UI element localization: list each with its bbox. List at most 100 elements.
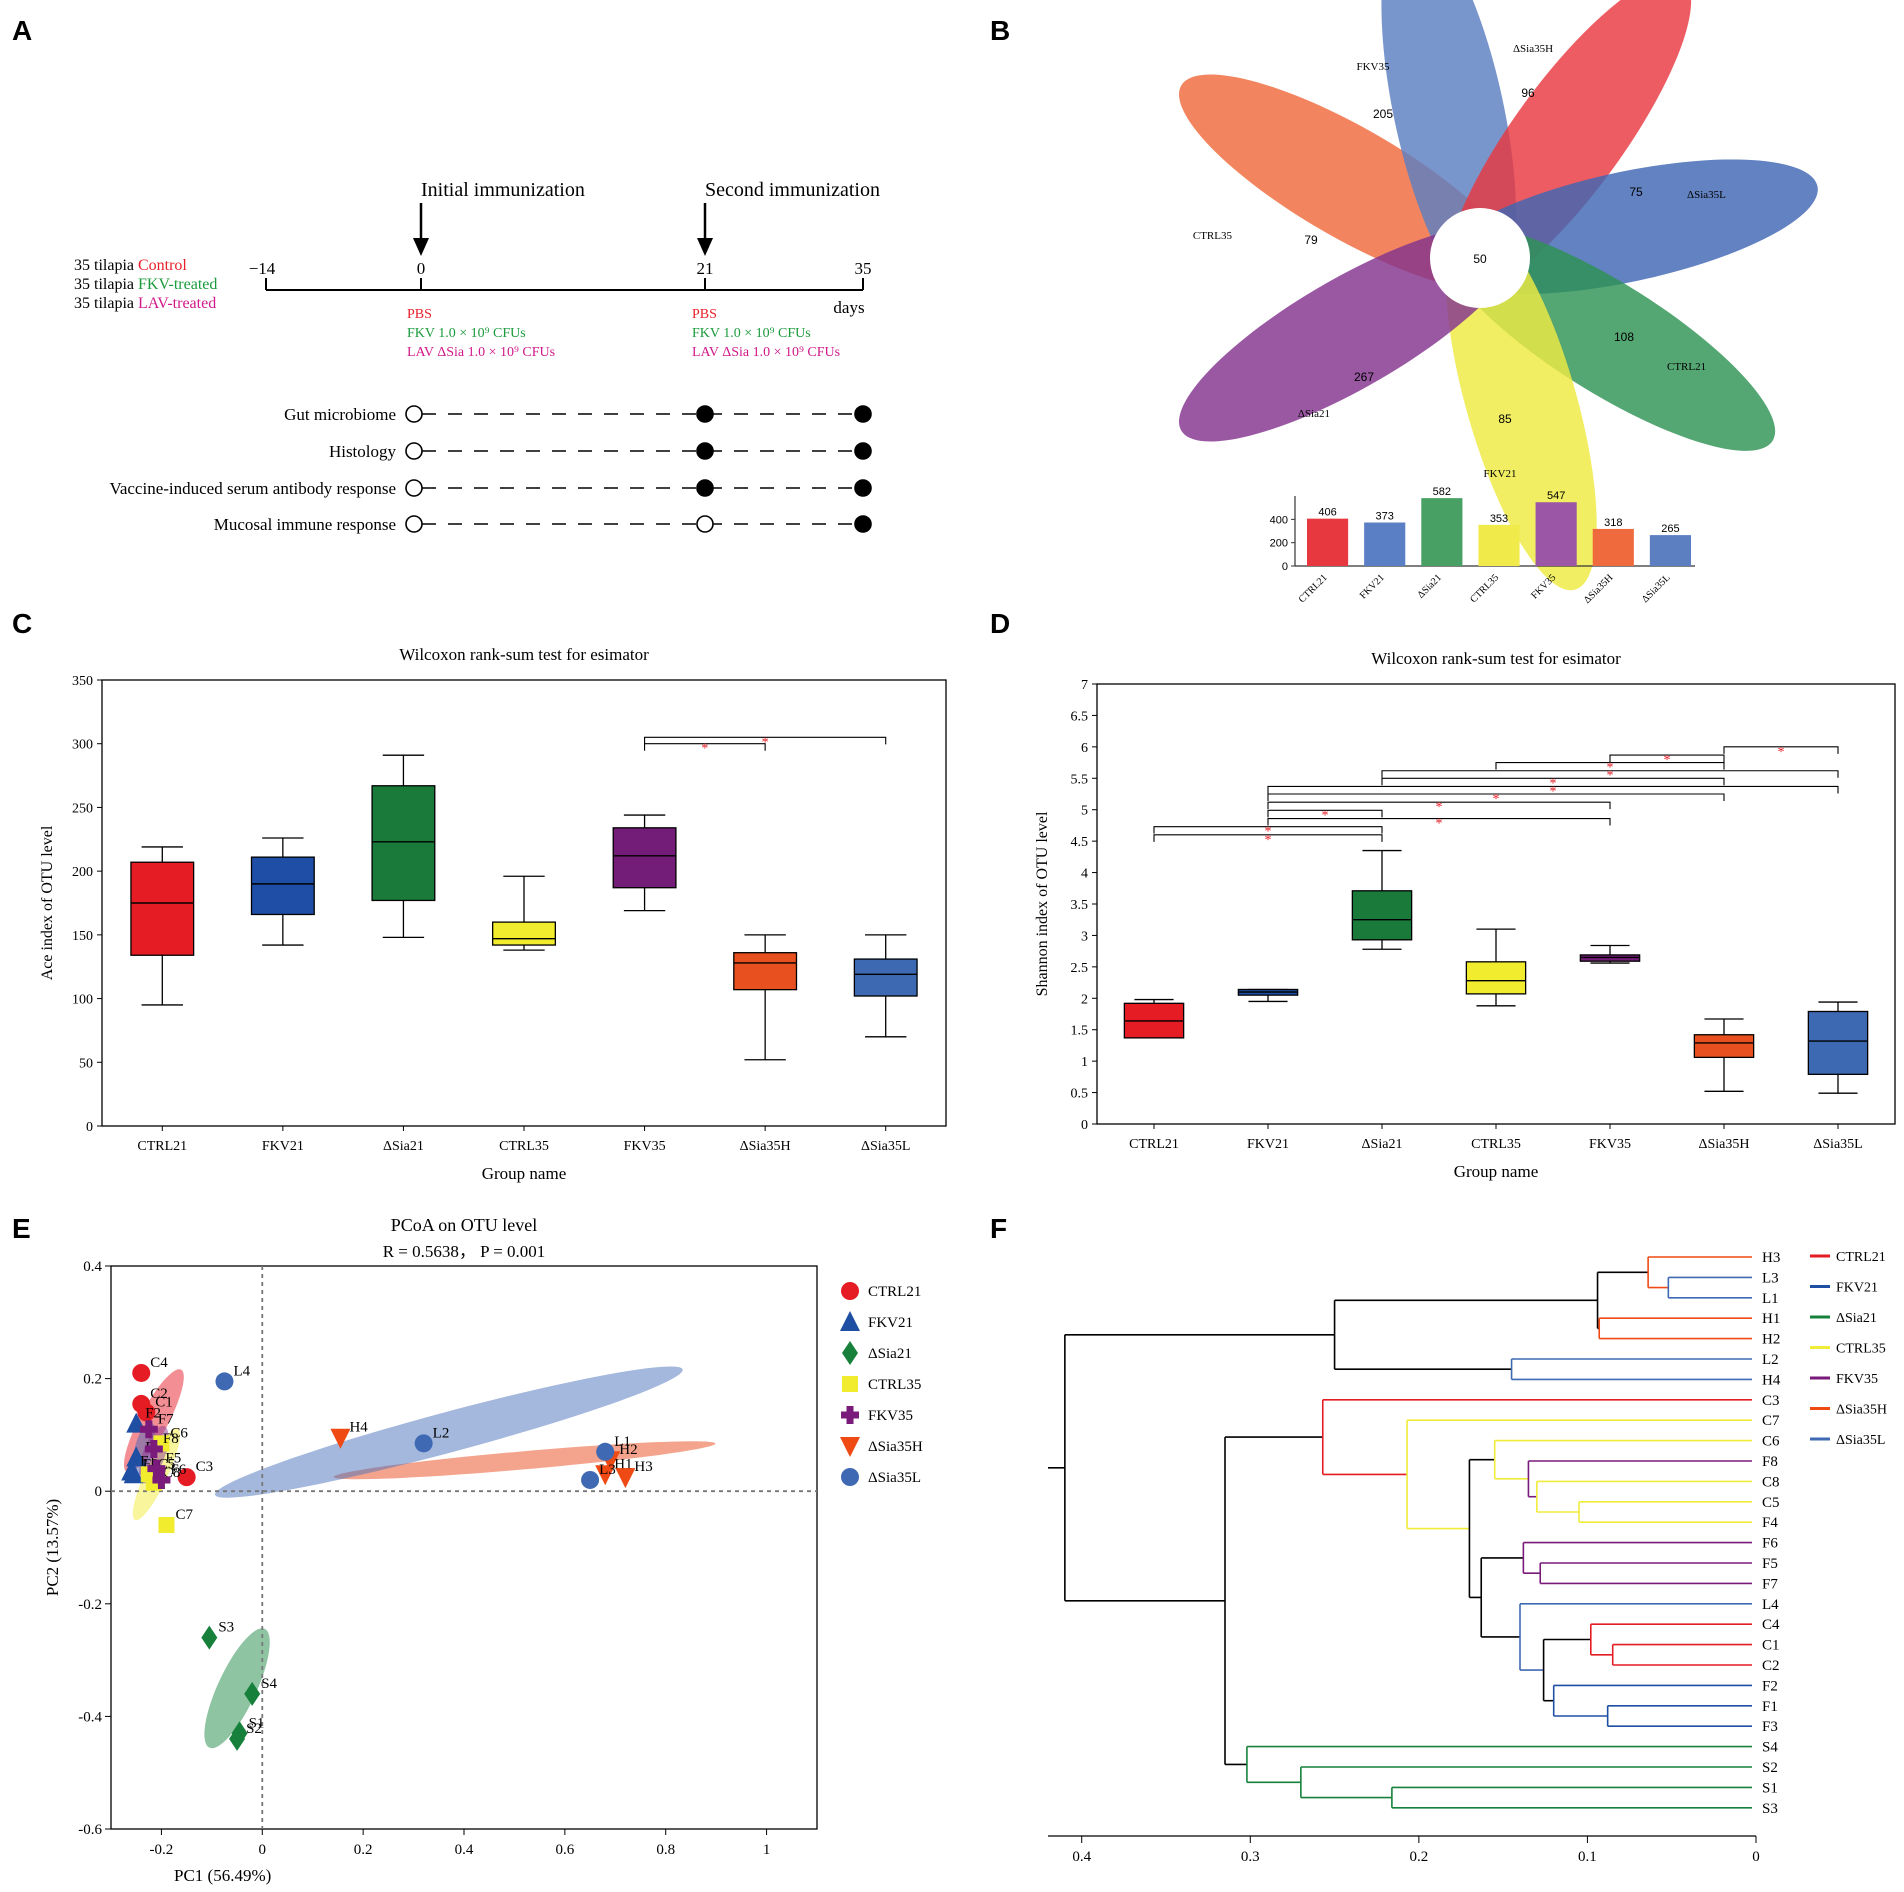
legend-marker-ctrl35	[842, 1376, 858, 1392]
sample-point-open	[405, 515, 423, 533]
bar-y-tick-label: 200	[1270, 538, 1288, 550]
point-c7	[158, 1516, 175, 1533]
bar-value-label: 547	[1547, 490, 1565, 502]
leaf-s2: S2	[1762, 1760, 1778, 1776]
significance-bracket: *	[1381, 776, 1725, 791]
petal-ctrl35	[1445, 214, 1597, 591]
point-l3	[581, 1470, 600, 1489]
point-label: C4	[150, 1355, 168, 1371]
petal-label: FKV35	[1356, 61, 1390, 73]
group-line-3: 35 tilapia LAV-treated	[74, 295, 216, 312]
box-fkv35	[612, 814, 677, 912]
legend-marker-dsia35l	[841, 1468, 859, 1486]
y-tick-label: -0.2	[78, 1597, 102, 1613]
point-label: C6	[170, 1425, 188, 1441]
y-tick-label: 0.2	[83, 1372, 102, 1388]
panel-e-pcoa-scatter: PCoA on OTU level R = 0.5638， P = 0.001 -0…	[43, 1215, 923, 1885]
x-axis-title: Group name	[482, 1164, 567, 1183]
x-tick-label: 0.2	[354, 1842, 373, 1858]
petal-label: ΔSia35L	[1687, 189, 1726, 201]
bar-dsia21	[1421, 498, 1463, 566]
petal-count: 108	[1614, 330, 1634, 344]
bracket-line	[1381, 770, 1839, 778]
significance-star: *	[1265, 825, 1272, 840]
chart-title: Wilcoxon rank-sum test for esimator	[1371, 649, 1621, 668]
y-tick-label: 200	[72, 865, 93, 880]
box-iqr	[1351, 890, 1413, 941]
y-tick-label: 1	[1081, 1055, 1088, 1070]
bracket-line	[1381, 777, 1725, 786]
leaf-l4: L4	[1762, 1597, 1779, 1613]
leaf-c5: C5	[1762, 1495, 1780, 1511]
significance-star: *	[1493, 792, 1500, 807]
petal-label: CTRL35	[1193, 230, 1233, 242]
x-tick-label: 0.1	[1578, 1849, 1597, 1865]
y-tick-label: 4.5	[1071, 835, 1089, 850]
tick-0: 0	[417, 259, 426, 278]
point-c3	[177, 1468, 196, 1487]
point-label: F8	[163, 1431, 179, 1447]
significance-star: *	[1607, 769, 1614, 784]
petal-count: 205	[1373, 107, 1393, 121]
x-tick-label: ΔSia35L	[861, 1139, 910, 1154]
y-tick-label: 2.5	[1071, 961, 1089, 976]
box-iqr	[612, 827, 677, 889]
bar-category-label: ΔSia21	[1416, 572, 1444, 600]
sample-point-filled	[854, 515, 872, 533]
legend-label: ΔSia35L	[868, 1470, 921, 1486]
leaf-h2: H2	[1762, 1332, 1780, 1348]
legend-label: CTRL21	[868, 1284, 921, 1300]
leaf-l1: L1	[1762, 1291, 1779, 1307]
point-label: H2	[619, 1442, 637, 1458]
bar-dsia35h	[1592, 528, 1634, 566]
significance-star: *	[1265, 833, 1272, 848]
y-axis-title: PC2 (13.57%)	[43, 1499, 62, 1596]
sample-point-filled	[854, 442, 872, 460]
x-tick-label: ΔSia35H	[740, 1139, 791, 1154]
bracket-line	[644, 743, 766, 751]
bar-value-label: 373	[1376, 511, 1394, 523]
legend-marker-dsia21	[842, 1341, 858, 1365]
x-tick-label: CTRL35	[1471, 1137, 1521, 1152]
leaf-h4: H4	[1762, 1372, 1781, 1388]
leaf-c8: C8	[1762, 1474, 1780, 1490]
legend-label: CTRL35	[1836, 1342, 1886, 1357]
leaf-f2: F2	[1762, 1678, 1778, 1694]
box-fkv21	[250, 837, 315, 946]
bar-value-label: 406	[1318, 507, 1336, 519]
petal-label: ΔSia21	[1298, 408, 1330, 420]
point-f7	[139, 1420, 158, 1439]
box-ctrl21	[1123, 998, 1185, 1039]
panel-label-b: B	[990, 15, 1010, 46]
confidence-ellipse-dsia35l	[215, 1366, 683, 1498]
leaf-h3: H3	[1762, 1250, 1780, 1266]
assay-label: Mucosal immune response	[214, 515, 396, 534]
box-dsia35h	[733, 934, 798, 1061]
bar-ctrl21	[1307, 518, 1349, 566]
point-label: L1	[614, 1434, 631, 1450]
point-label: F7	[158, 1411, 174, 1427]
significance-bracket: *	[1495, 761, 1725, 776]
panel-label-f: F	[990, 1213, 1007, 1244]
box-iqr	[853, 958, 918, 997]
bar-value-label: 582	[1433, 486, 1451, 498]
plot-frame	[1096, 683, 1896, 1125]
leaf-c6: C6	[1762, 1434, 1780, 1450]
point-label: L4	[233, 1363, 250, 1379]
x-tick-label: ΔSia35H	[1698, 1137, 1749, 1152]
y-tick-label: 150	[72, 929, 93, 944]
bar-category-label: ΔSia35L	[1640, 572, 1673, 605]
y-tick-label: 0	[1081, 1118, 1088, 1133]
point-label: C1	[155, 1394, 173, 1410]
significance-bracket: *	[1153, 825, 1383, 840]
x-tick-label: CTRL21	[137, 1139, 187, 1154]
y-tick-label: 6	[1081, 741, 1088, 756]
y-tick-label: 4	[1081, 867, 1088, 882]
assay-label: Gut microbiome	[284, 405, 396, 424]
significance-star: *	[1322, 808, 1329, 823]
group-label-control: Control	[138, 257, 187, 274]
sample-point-filled	[696, 442, 714, 460]
box-ctrl35	[492, 875, 556, 951]
dendrogram-branches	[1048, 1256, 1752, 1809]
